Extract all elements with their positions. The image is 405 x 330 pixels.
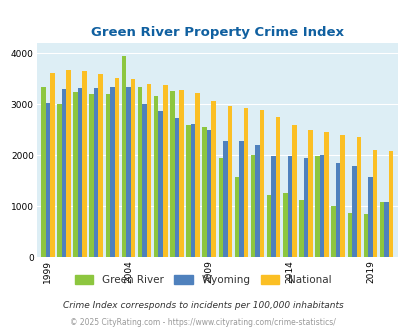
Bar xyxy=(330,206,335,257)
Bar xyxy=(114,78,119,257)
Bar xyxy=(298,200,303,257)
Bar xyxy=(122,56,126,257)
Bar xyxy=(282,192,287,257)
Legend: Green River, Wyoming, National: Green River, Wyoming, National xyxy=(70,271,335,289)
Bar xyxy=(363,214,367,257)
Bar xyxy=(303,158,307,257)
Bar xyxy=(190,124,195,257)
Bar xyxy=(62,89,66,257)
Bar xyxy=(195,93,199,257)
Bar xyxy=(356,137,360,257)
Bar xyxy=(186,125,190,257)
Bar xyxy=(179,90,183,257)
Bar xyxy=(126,87,130,257)
Bar xyxy=(379,202,384,257)
Bar xyxy=(384,202,388,257)
Bar xyxy=(174,118,179,257)
Bar xyxy=(266,195,271,257)
Bar xyxy=(45,103,50,257)
Bar xyxy=(234,177,239,257)
Bar xyxy=(315,156,319,257)
Bar xyxy=(78,88,82,257)
Bar xyxy=(367,177,372,257)
Text: Crime Index corresponds to incidents per 100,000 inhabitants: Crime Index corresponds to incidents per… xyxy=(62,301,343,310)
Bar xyxy=(222,142,227,257)
Bar xyxy=(207,130,211,257)
Bar xyxy=(340,135,344,257)
Bar xyxy=(170,91,174,257)
Bar xyxy=(351,167,356,257)
Bar xyxy=(50,73,54,257)
Bar xyxy=(271,156,275,257)
Bar xyxy=(130,79,135,257)
Bar xyxy=(255,145,259,257)
Bar xyxy=(243,108,247,257)
Bar xyxy=(287,156,291,257)
Bar xyxy=(138,87,142,257)
Bar xyxy=(324,132,328,257)
Bar xyxy=(307,130,312,257)
Bar xyxy=(372,149,376,257)
Bar xyxy=(347,213,351,257)
Bar xyxy=(105,94,110,257)
Bar xyxy=(82,72,87,257)
Bar xyxy=(73,92,78,257)
Bar xyxy=(98,74,103,257)
Bar xyxy=(218,158,222,257)
Bar xyxy=(275,117,280,257)
Bar xyxy=(57,104,62,257)
Bar xyxy=(202,127,207,257)
Text: © 2025 CityRating.com - https://www.cityrating.com/crime-statistics/: © 2025 CityRating.com - https://www.city… xyxy=(70,318,335,327)
Bar xyxy=(142,104,147,257)
Bar xyxy=(388,151,392,257)
Title: Green River Property Crime Index: Green River Property Crime Index xyxy=(90,26,343,39)
Bar xyxy=(250,155,255,257)
Bar xyxy=(41,87,45,257)
Bar xyxy=(153,96,158,257)
Bar xyxy=(227,106,232,257)
Bar xyxy=(158,111,163,257)
Bar xyxy=(291,125,296,257)
Bar xyxy=(239,141,243,257)
Bar xyxy=(147,84,151,257)
Bar xyxy=(110,87,114,257)
Bar xyxy=(211,101,215,257)
Bar xyxy=(163,85,167,257)
Bar xyxy=(335,163,340,257)
Bar xyxy=(94,88,98,257)
Bar xyxy=(259,110,264,257)
Bar xyxy=(66,71,70,257)
Bar xyxy=(319,155,324,257)
Bar xyxy=(89,94,94,257)
